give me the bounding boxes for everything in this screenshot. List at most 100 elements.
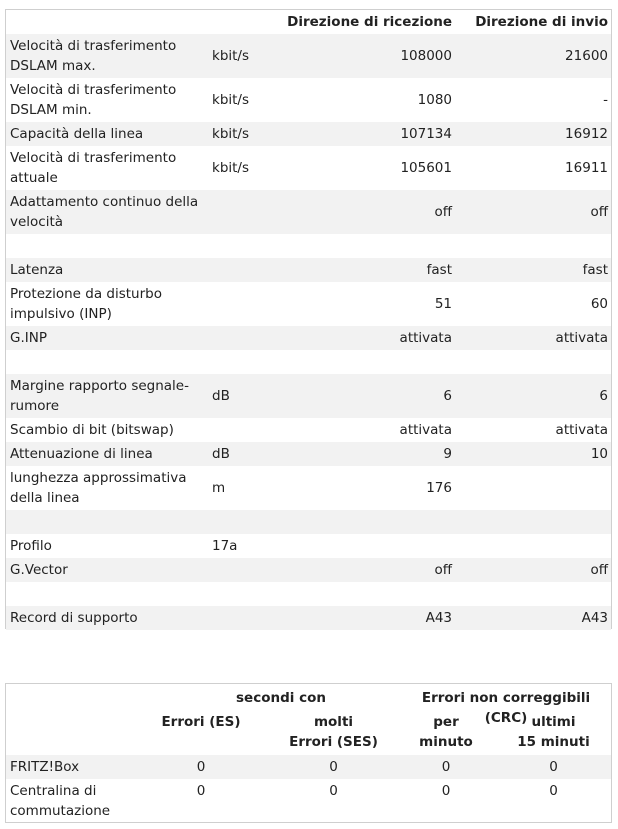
cell-es: 0 — [196, 783, 206, 799]
row-label — [10, 510, 206, 534]
row-label-line-2: commutazione — [10, 803, 111, 819]
row-unit: dB — [212, 388, 230, 404]
row-receive-value: 108000 — [400, 48, 452, 64]
row-label: Margine rapporto segnale-rumore — [10, 378, 189, 414]
row-receive-value — [272, 510, 452, 534]
table-row: Velocità di trasferimento DSLAM max. kbit… — [6, 34, 611, 78]
row-receive-value — [272, 350, 452, 374]
row-unit: 17a — [212, 538, 238, 554]
row-send-value: 60 — [590, 296, 608, 312]
row-receive-value: attivata — [399, 422, 452, 438]
row-unit: dB — [212, 446, 230, 462]
header-per-minute-1: per — [433, 714, 459, 730]
table-row: G.Vector off off — [6, 558, 611, 582]
row-send-value — [452, 234, 608, 258]
row-receive-value — [272, 582, 452, 606]
header-errors-es: Errori (ES) — [161, 714, 241, 730]
row-unit — [212, 558, 272, 582]
row-label-line-1: Centralina di — [10, 783, 97, 799]
row-send-value: 21600 — [565, 48, 608, 64]
row-send-value: fast — [582, 262, 608, 278]
row-send-value — [452, 582, 608, 606]
row-label: Protezione da disturbo impulsivo (INP) — [10, 286, 162, 322]
row-send-value: 16912 — [565, 126, 608, 142]
row-label — [10, 582, 206, 606]
row-receive-value: attivata — [399, 330, 452, 346]
row-unit — [212, 190, 272, 234]
table-row — [6, 234, 611, 258]
row-send-value: 16911 — [565, 160, 608, 176]
header-per-minute-2: minuto — [419, 734, 473, 750]
cell-ses: 0 — [329, 783, 338, 799]
row-unit: kbit/s — [212, 160, 250, 176]
table-row: Protezione da disturbo impulsivo (INP) 51… — [6, 282, 611, 326]
row-send-value: - — [603, 92, 608, 108]
row-unit: kbit/s — [212, 48, 250, 64]
row-label: Scambio di bit (bitswap) — [10, 422, 174, 438]
error-table: secondi con Errori non correggibili (CRC… — [5, 683, 612, 823]
row-send-value: off — [590, 562, 608, 578]
row-label: Capacità della linea — [10, 126, 144, 142]
cell-per-minute: 0 — [441, 759, 451, 775]
cell-per-minute: 0 — [441, 783, 451, 799]
row-receive-value: off — [434, 562, 452, 578]
row-unit — [212, 234, 272, 258]
header-last-15-min-2: 15 minuti — [517, 734, 590, 750]
row-label: Adattamento continuo della velocità — [10, 194, 199, 230]
row-receive-value: off — [434, 204, 452, 220]
header-send-direction: Direzione di invio — [475, 14, 608, 30]
row-label: Attenuazione di linea — [10, 446, 153, 462]
row-send-value — [452, 534, 608, 558]
table-row — [6, 510, 611, 534]
row-label: Record di supporto — [10, 610, 138, 626]
header-many-errors-2: Errori (SES) — [289, 734, 378, 750]
row-receive-value: 1080 — [417, 92, 452, 108]
table-row: Capacità della linea kbit/s 107134 16912 — [6, 122, 611, 146]
table-row: Attenuazione di linea dB 9 10 — [6, 442, 611, 466]
row-send-value — [452, 466, 608, 510]
row-unit: kbit/s — [212, 126, 250, 142]
row-unit: m — [212, 480, 226, 496]
table-row: Scambio di bit (bitswap) attivata attivata — [6, 418, 611, 442]
header-receive-direction: Direzione di ricezione — [287, 14, 452, 30]
row-send-value: attivata — [555, 422, 608, 438]
row-unit — [212, 606, 272, 630]
row-unit — [212, 510, 272, 534]
header-uncorrectable-errors: Errori non correggibili (CRC) — [421, 690, 591, 726]
header-seconds-with: secondi con — [236, 690, 326, 706]
table-row: Latenza fast fast — [6, 258, 611, 282]
header-many-errors-1: molti — [313, 714, 354, 730]
row-receive-value: 6 — [443, 388, 452, 404]
row-label: Velocità di trasferimento attuale — [10, 150, 177, 186]
row-unit — [212, 282, 272, 326]
row-label: Profilo — [10, 538, 52, 554]
row-label: Velocità di trasferimento DSLAM min. — [10, 82, 177, 118]
row-label: lunghezza approssimativa della linea — [10, 470, 187, 506]
row-unit — [212, 258, 272, 282]
row-send-value: A43 — [581, 610, 608, 626]
row-send-value: attivata — [555, 330, 608, 346]
row-receive-value: 51 — [434, 296, 452, 312]
table-row: Velocità di trasferimento attuale kbit/s 1… — [6, 146, 611, 190]
table-row: Record di supporto A43 A43 — [6, 606, 611, 630]
row-send-value — [452, 510, 608, 534]
table-row: Centralina di commutazione 0 0 0 0 — [6, 779, 611, 823]
row-label — [10, 350, 206, 374]
row-label — [10, 234, 206, 258]
row-unit — [212, 350, 272, 374]
row-send-value: 10 — [590, 446, 608, 462]
table-row: G.INP attivata attivata — [6, 326, 611, 350]
dsl-table-header: Direzione di ricezione Direzione di invi… — [6, 10, 611, 34]
row-label: G.Vector — [10, 562, 68, 578]
row-send-value — [452, 350, 608, 374]
row-receive-value: 176 — [426, 480, 452, 496]
row-label: Velocità di trasferimento DSLAM max. — [10, 38, 177, 74]
row-receive-value: fast — [426, 262, 452, 278]
row-unit — [212, 582, 272, 606]
table-row: Adattamento continuo della velocità off of… — [6, 190, 611, 234]
cell-last-15: 0 — [549, 759, 558, 775]
row-receive-value: 9 — [443, 446, 452, 462]
row-unit — [212, 326, 272, 350]
cell-es: 0 — [196, 759, 206, 775]
table-row: lunghezza approssimativa della linea m 176 — [6, 466, 611, 510]
